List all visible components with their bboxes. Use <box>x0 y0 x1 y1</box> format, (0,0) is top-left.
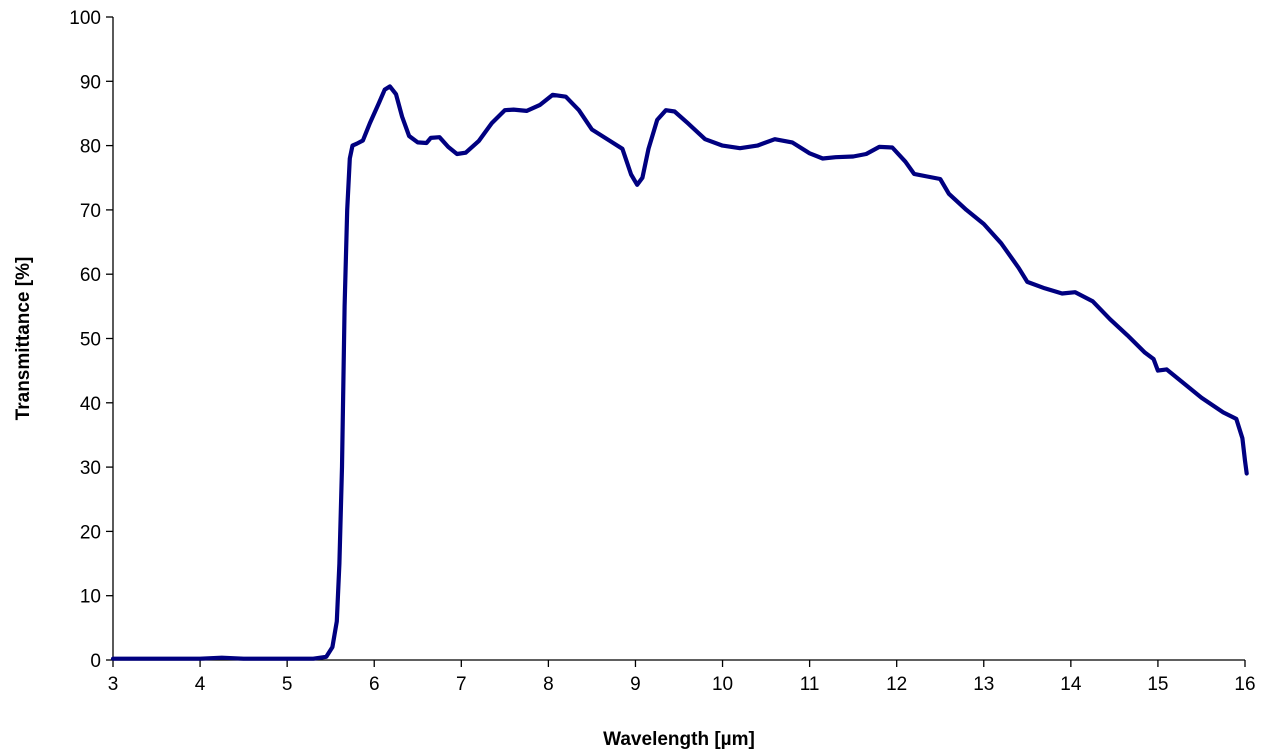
y-tick-label: 0 <box>90 651 101 672</box>
transmittance-series-line <box>110 84 1249 661</box>
x-tick-label: 16 <box>1234 674 1255 695</box>
y-tick-label: 50 <box>80 330 101 351</box>
x-tick-label: 6 <box>369 674 380 695</box>
x-tick-label: 9 <box>630 674 641 695</box>
x-tick-label: 15 <box>1147 674 1168 695</box>
y-tick-label: 40 <box>80 394 101 415</box>
y-tick-label: 60 <box>80 265 101 286</box>
x-tick-label: 8 <box>543 674 554 695</box>
series-group <box>110 84 1249 661</box>
x-tick-label: 12 <box>886 674 907 695</box>
x-tick-label: 14 <box>1060 674 1082 695</box>
x-tick-label: 4 <box>195 674 206 695</box>
x-tick-label: 13 <box>973 674 994 695</box>
y-tick-label: 90 <box>80 72 101 93</box>
y-tick-label: 70 <box>80 201 101 222</box>
x-tick-label: 3 <box>108 674 119 695</box>
y-tick-label: 10 <box>80 587 101 608</box>
y-tick-label: 30 <box>80 458 101 479</box>
x-axis: 3 4 5 6 7 8 9 10 11 12 13 14 15 16 <box>108 659 1256 695</box>
y-tick-label: 20 <box>80 522 101 543</box>
y-axis: 0 10 20 30 40 50 60 70 80 90 100 <box>69 8 114 672</box>
y-tick-label: 100 <box>69 8 101 29</box>
x-axis-title: Wavelength [µm] <box>603 729 755 750</box>
x-tick-label: 11 <box>800 674 820 695</box>
y-axis-title: Transmittance [%] <box>13 257 34 421</box>
x-tick-label: 10 <box>712 674 733 695</box>
y-tick-label: 80 <box>80 137 101 158</box>
x-tick-label: 7 <box>456 674 467 695</box>
x-tick-label: 5 <box>282 674 293 695</box>
